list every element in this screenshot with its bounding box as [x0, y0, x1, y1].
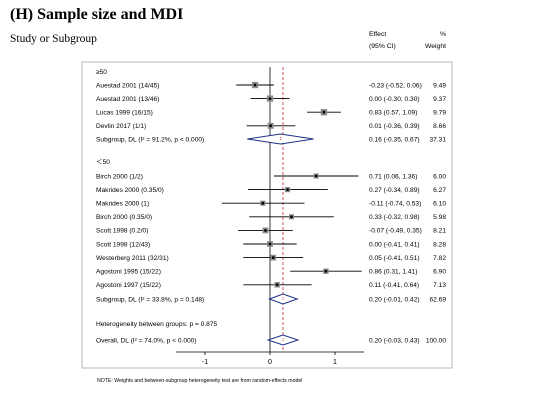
effect-header: Effect	[369, 31, 386, 38]
study-point	[314, 174, 318, 178]
study-effect-ci: 0.71 (0.06, 1.36)	[369, 173, 417, 180]
study-weight: 6.90	[433, 269, 446, 276]
study-point	[253, 83, 257, 87]
study-label: Lucas 1999 (16/15)	[96, 110, 153, 117]
weight-header: Weight	[425, 43, 446, 50]
study-effect-ci: -0.23 (-0.52, 0.06)	[369, 82, 422, 89]
study-effect-ci: 0.27 (-0.34, 0.89)	[369, 187, 420, 194]
study-label: Devlin 2017 (1/1)	[96, 123, 146, 130]
study-weight: 9.79	[433, 110, 446, 117]
study-label: Makrides 2000 (0.35/0)	[96, 187, 164, 194]
study-weight: 7.13	[433, 282, 446, 289]
study-effect-ci: 0.83 (0.57, 1.09)	[369, 110, 417, 117]
overall-weight: 100.00	[426, 337, 447, 344]
study-label: Agostoni 1997 (15/22)	[96, 282, 161, 289]
study-effect-ci: 0.00 (-0.41, 0.41)	[369, 241, 420, 248]
study-label: Scott 1998 (12/43)	[96, 241, 150, 248]
study-point	[290, 215, 293, 219]
study-point	[322, 110, 326, 114]
study-effect-ci: 0.86 (0.31, 1.41)	[369, 269, 417, 276]
study-weight: 6.00	[433, 173, 446, 180]
study-point	[268, 97, 272, 100]
study-point	[264, 229, 267, 232]
study-effect-ci: -0.07 (-0.49, 0.35)	[369, 228, 422, 235]
study-weight: 7.82	[433, 255, 446, 262]
study-weight: 6.10	[433, 201, 446, 208]
study-label: Agostoni 1995 (15/22)	[96, 269, 161, 276]
column-header-study: Study or Subgroup	[10, 33, 97, 45]
study-point	[268, 242, 272, 246]
percent-header: %	[440, 31, 446, 38]
study-label: Makrides 2000 (1)	[96, 201, 149, 208]
study-weight: 9.49	[433, 82, 446, 89]
group-label: ＜50	[96, 159, 110, 166]
study-label: Westerberg 2011 (32/31)	[96, 255, 169, 262]
overall-label: Overall, DL (I² = 74.0%, p < 0.000)	[96, 337, 197, 344]
study-label: Birch 2000 (0.35/0)	[96, 214, 152, 221]
study-effect-ci: 0.11 (-0.41, 0.64)	[369, 282, 419, 289]
subgroup-weight: 62.69	[429, 296, 446, 303]
subgroup-effect-ci: 0.16 (-0.35, 0.67)	[369, 136, 420, 143]
study-point	[275, 283, 279, 287]
heterogeneity-text: Heterogeneity between groups: p = 0.875	[96, 321, 217, 328]
x-tick-label: 0	[268, 359, 272, 366]
study-weight: 8.28	[433, 241, 446, 248]
x-tick-label: 1	[333, 359, 337, 366]
study-effect-ci: 0.05 (-0.41, 0.51)	[369, 255, 420, 262]
study-label: Scott 1998 (0.2/0)	[96, 228, 148, 235]
group-label: ≥50	[96, 69, 107, 76]
subgroup-label: Subgroup, DL (I² = 91.2%, p < 0.000)	[96, 136, 204, 143]
study-point	[261, 201, 265, 205]
overall-effect-ci: 0.20 (-0.03, 0.43)	[369, 337, 420, 344]
study-label: Auestad 2001 (13/46)	[96, 96, 159, 103]
footnote: NOTE: Weights and between-subgroup heter…	[97, 378, 302, 384]
subgroup-weight: 37.31	[429, 136, 446, 143]
study-point	[269, 124, 273, 128]
study-effect-ci: 0.01 (-0.36, 0.39)	[369, 123, 420, 130]
study-weight: 8.66	[433, 123, 446, 130]
plot-frame	[81, 61, 453, 369]
study-label: Birch 2000 (1/2)	[96, 173, 143, 180]
study-effect-ci: 0.33 (-0.32, 0.98)	[369, 214, 420, 221]
study-point	[271, 256, 275, 259]
subgroup-effect-ci: 0.20 (-0.01, 0.42)	[369, 296, 420, 303]
ci-header: (95% CI)	[369, 43, 396, 50]
x-tick-label: -1	[202, 359, 208, 366]
study-effect-ci: -0.11 (-0.74, 0.53)	[369, 201, 421, 208]
study-point	[324, 269, 328, 273]
study-weight: 6.27	[433, 187, 446, 194]
study-point	[286, 188, 289, 192]
study-effect-ci: 0.00 (-0.30, 0.30)	[369, 96, 420, 103]
study-weight: 5.98	[433, 214, 446, 221]
page-title: (H) Sample size and MDI	[10, 6, 184, 23]
study-weight: 9.37	[433, 96, 446, 103]
subgroup-label: Subgroup, DL (I² = 33.8%, p = 0.148)	[96, 296, 204, 303]
study-weight: 8.21	[433, 228, 446, 235]
chart-layer: -1 0 1 ≥50 Auestad 2001 (14/45) -0.23 (-0.52,…	[96, 67, 446, 366]
study-label: Auestad 2001 (14/45)	[96, 82, 159, 89]
